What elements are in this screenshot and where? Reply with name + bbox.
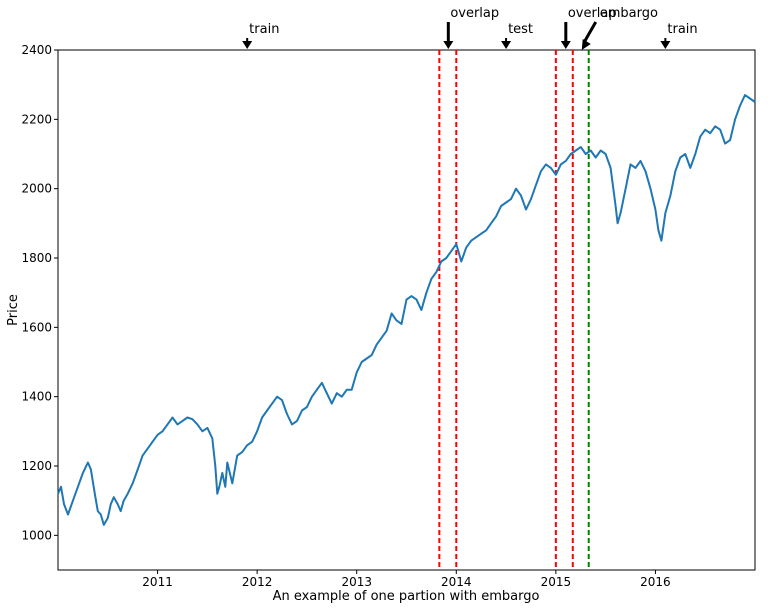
y-tick-label: 1800	[21, 251, 52, 265]
x-axis-ticks: 2011 2012 2013 2014 2015 2016	[142, 570, 671, 589]
y-tick-label: 2000	[21, 182, 52, 196]
annotation-arrow-head	[581, 39, 591, 50]
annotation-label: train	[667, 22, 697, 37]
annotation-arrow-head	[443, 41, 454, 49]
y-tick-label: 1000	[21, 528, 52, 542]
annotation-label: test	[508, 22, 533, 37]
series-group	[57, 94, 756, 526]
y-tick-label: 1200	[21, 459, 52, 473]
annotation-arrow-head	[660, 41, 671, 49]
annotation-label: overlap	[568, 6, 617, 21]
x-axis-label: An example of one partion with embargo	[273, 589, 540, 604]
x-tick-label: 2015	[541, 575, 572, 589]
y-tick-label: 2200	[21, 112, 52, 126]
y-tick-label: 1600	[21, 320, 52, 334]
x-tick-label: 2013	[341, 575, 372, 589]
price-series-line	[57, 94, 756, 526]
y-tick-label: 1400	[21, 390, 52, 404]
annotation-label: overlap	[450, 6, 499, 21]
plot-frame	[57, 49, 756, 571]
annotation-arrow-head	[501, 41, 512, 49]
y-axis-ticks: 1000 1200 1400 1600 1800 2000 2200 2400	[21, 43, 58, 542]
partition-lines	[438, 50, 590, 570]
x-tick-label: 2016	[640, 575, 671, 589]
annotation-arrow-shaft	[582, 21, 598, 44]
annotation-arrow-head	[242, 41, 253, 49]
x-tick-label: 2014	[441, 575, 472, 589]
annotation-label: embargo	[600, 6, 658, 21]
y-tick-label: 2400	[21, 43, 52, 57]
x-tick-label: 2012	[242, 575, 273, 589]
y-axis-label: Price	[6, 294, 21, 326]
plot-area	[57, 49, 756, 571]
annotation-label: train	[249, 22, 279, 37]
x-tick-label: 2011	[142, 575, 173, 589]
annotation-arrow-head	[560, 41, 571, 49]
